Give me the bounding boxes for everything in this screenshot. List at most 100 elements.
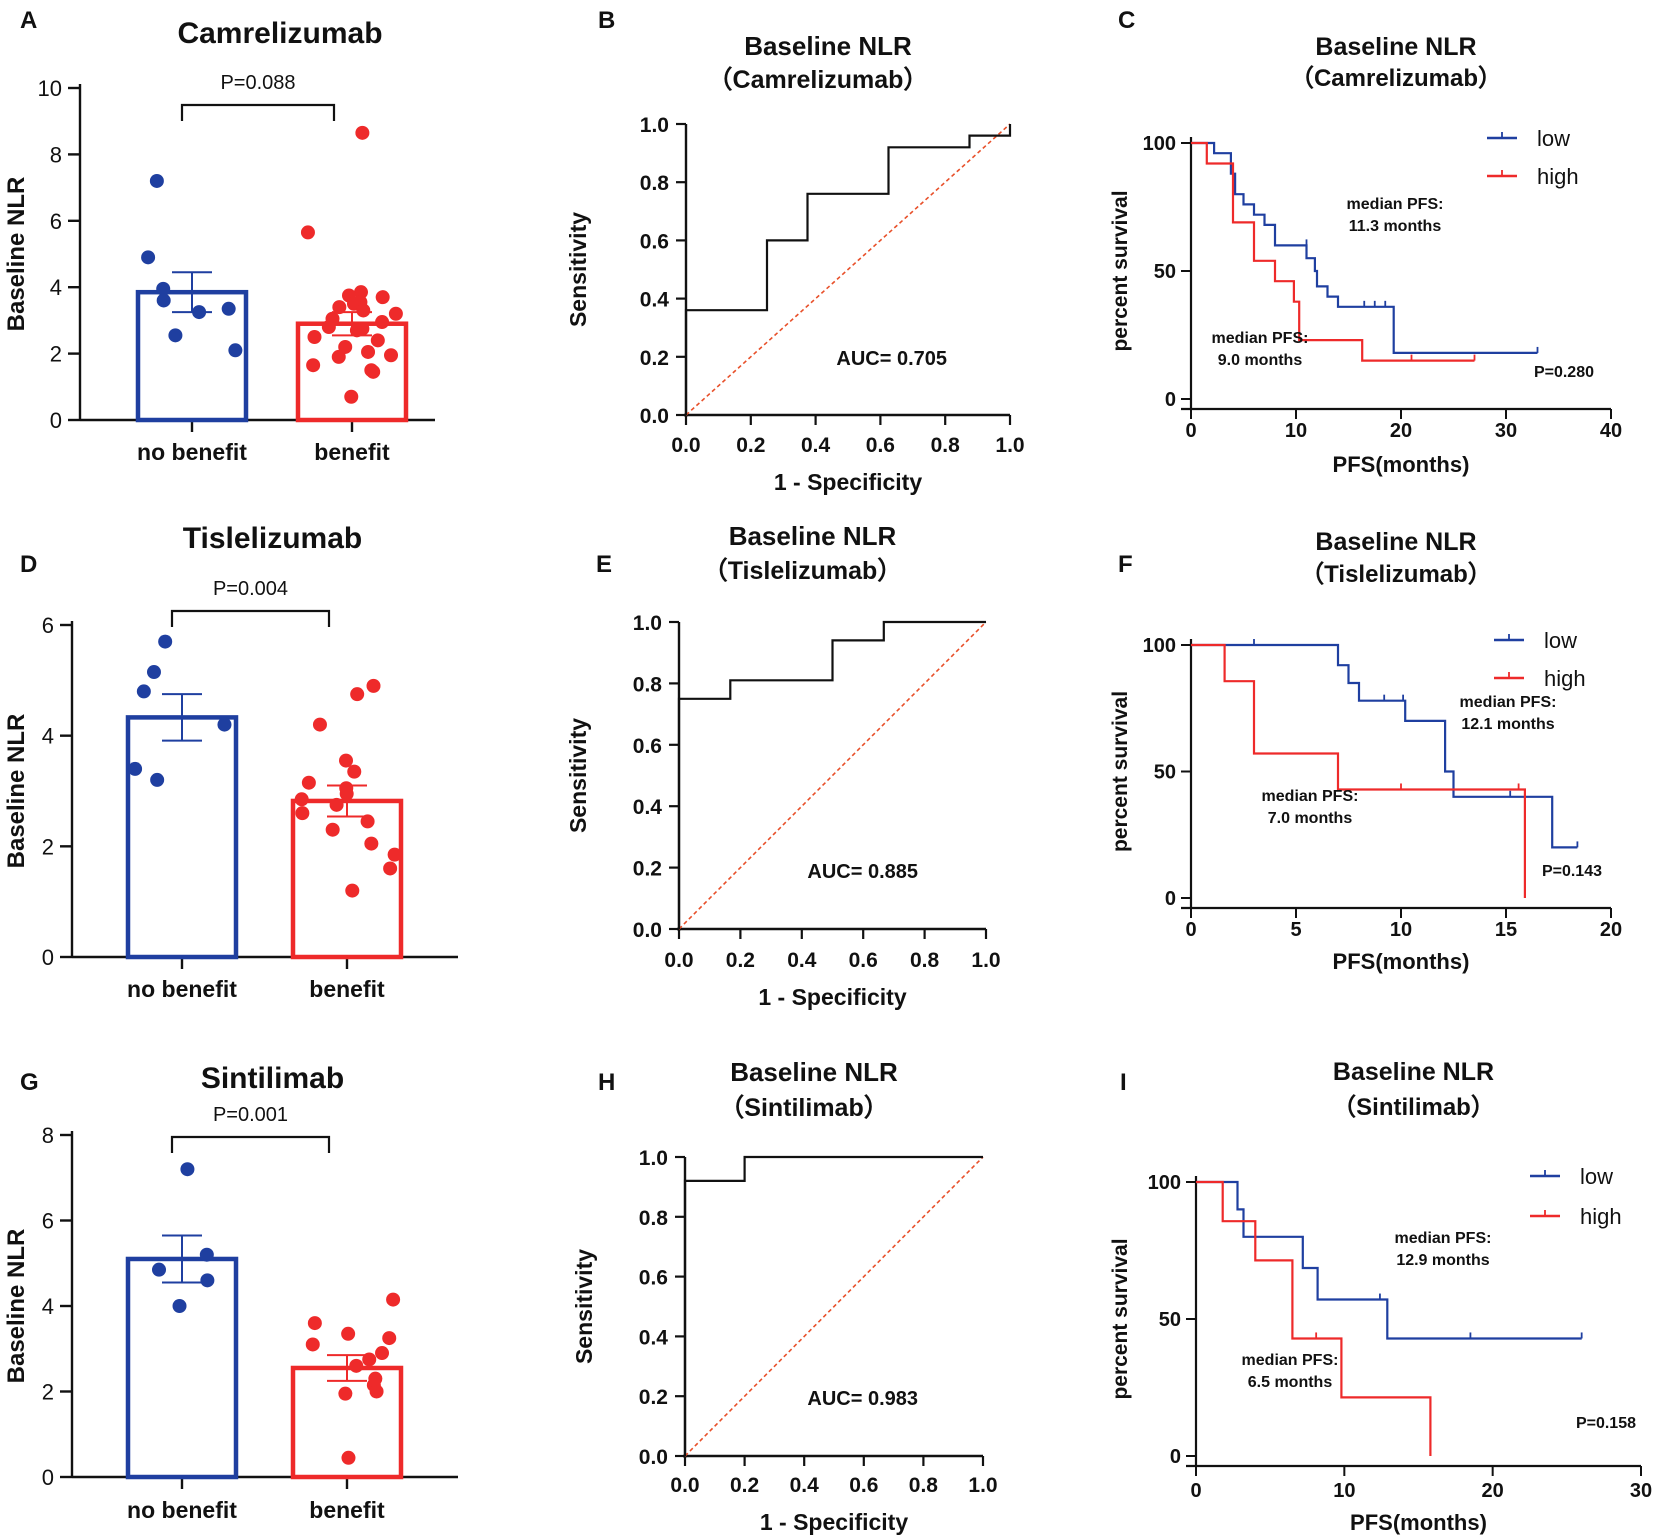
p-value: P=0.280 bbox=[1534, 364, 1594, 381]
y-tick-label: 0.4 bbox=[639, 1326, 669, 1349]
data-point bbox=[200, 1273, 215, 1288]
x-tick-label: 0.0 bbox=[671, 434, 700, 457]
survival-curve-high bbox=[1196, 1180, 1432, 1456]
y-axis-label: Sensitivity bbox=[571, 1249, 597, 1364]
data-point bbox=[295, 806, 310, 821]
y-tick-label: 100 bbox=[1143, 635, 1176, 657]
data-point bbox=[331, 349, 346, 364]
data-point bbox=[382, 1331, 397, 1346]
x-tick-label: 0.6 bbox=[849, 1474, 878, 1497]
reference-line bbox=[678, 621, 987, 930]
chart-title: Baseline NLR bbox=[730, 1057, 898, 1087]
bar bbox=[125, 1256, 239, 1480]
p-value: P=0.158 bbox=[1576, 1415, 1636, 1432]
panel-label: A bbox=[20, 7, 37, 34]
x-axis-label: 1 - Specificity bbox=[758, 984, 906, 1010]
data-point bbox=[345, 883, 360, 898]
data-point bbox=[199, 1247, 214, 1262]
median-high-label: median PFS: bbox=[1242, 1352, 1339, 1369]
y-tick-label: 0 bbox=[42, 1465, 54, 1490]
bar bbox=[290, 798, 404, 960]
data-point bbox=[360, 814, 375, 829]
data-point bbox=[307, 1316, 322, 1331]
p-value: P=0.001 bbox=[213, 1104, 288, 1126]
data-point bbox=[321, 320, 336, 335]
y-tick-label: 0 bbox=[50, 408, 62, 433]
panel-a: A Camrelizumab Baseline NLR 0 2 4 6 8 10 no benef… bbox=[3, 7, 435, 465]
x-tick-label: 0.2 bbox=[730, 1474, 759, 1497]
data-point bbox=[361, 344, 376, 359]
y-tick-label: 8 bbox=[42, 1123, 54, 1148]
y-tick-label: 0.0 bbox=[633, 919, 662, 942]
data-point bbox=[388, 306, 403, 321]
chart-title: Baseline NLR bbox=[744, 31, 912, 61]
y-tick-label: 6 bbox=[50, 209, 62, 234]
panel-b: B Baseline NLR （Camrelizumab） Sensitivity 1 … bbox=[565, 7, 1025, 495]
x-tick-label: 10 bbox=[1333, 1480, 1355, 1502]
y-tick-label: 0.4 bbox=[633, 796, 663, 819]
x-tick-label: 10 bbox=[1285, 420, 1307, 442]
y-tick-label: 50 bbox=[1159, 1309, 1181, 1331]
data-point bbox=[156, 293, 171, 308]
median-high-label: median PFS: bbox=[1212, 330, 1309, 347]
data-point bbox=[306, 358, 321, 373]
x-axis-label: 1 - Specificity bbox=[760, 1509, 908, 1535]
x-tick-label: 0.6 bbox=[866, 434, 895, 457]
y-tick-label: 0.0 bbox=[640, 405, 669, 428]
data-point bbox=[384, 348, 399, 363]
panel-c: C Baseline NLR （Camrelizumab） percent survi… bbox=[1109, 7, 1622, 477]
data-point bbox=[180, 1162, 195, 1177]
data-point bbox=[312, 717, 327, 732]
data-point bbox=[158, 634, 173, 649]
x-tick-label: 1.0 bbox=[968, 1474, 997, 1497]
panel-label: H bbox=[598, 1069, 615, 1096]
survival-curve-high bbox=[1191, 643, 1526, 898]
data-point bbox=[221, 301, 236, 316]
y-tick-label: 0.8 bbox=[639, 1207, 669, 1230]
x-tick-label: 0 bbox=[1185, 919, 1196, 941]
chart-title: Baseline NLR bbox=[1315, 528, 1476, 556]
chart-subtitle: （Sintilimab） bbox=[719, 1093, 888, 1122]
auc-label: AUC= 0.705 bbox=[836, 348, 947, 370]
x-tick-label: 0.8 bbox=[931, 434, 961, 457]
data-point bbox=[366, 364, 381, 379]
median-low-label: median PFS: bbox=[1460, 694, 1557, 711]
panel-f: F Baseline NLR （Tislelizumab） percent survi… bbox=[1109, 528, 1622, 974]
y-tick-label: 0.0 bbox=[639, 1446, 668, 1469]
data-point bbox=[332, 300, 347, 315]
data-point bbox=[301, 775, 316, 790]
category-label: no benefit bbox=[127, 1497, 237, 1523]
y-tick-label: 1.0 bbox=[640, 114, 669, 137]
y-tick-label: 0.8 bbox=[633, 673, 663, 696]
chart-subtitle: （Camrelizumab） bbox=[708, 65, 929, 94]
y-tick-label: 0.2 bbox=[639, 1386, 668, 1409]
y-tick-label: 50 bbox=[1154, 261, 1176, 283]
y-axis-label: Baseline NLR bbox=[3, 714, 30, 869]
median-high-value: 7.0 months bbox=[1268, 810, 1353, 827]
x-tick-label: 1.0 bbox=[995, 434, 1024, 457]
y-tick-label: 100 bbox=[1143, 133, 1176, 155]
significance-bracket bbox=[180, 103, 336, 121]
x-tick-label: 40 bbox=[1600, 420, 1622, 442]
panel-i: I Baseline NLR （Sintilimab） percent surviva… bbox=[1109, 1058, 1652, 1535]
panel-e: E Baseline NLR （Tislelizumab） Sensitivity 1 … bbox=[565, 521, 1001, 1010]
chart-subtitle: （Sintilimab） bbox=[1332, 1094, 1495, 1121]
significance-bracket bbox=[170, 1135, 331, 1153]
x-tick-label: 0.4 bbox=[787, 949, 817, 972]
x-axis-label: PFS(months) bbox=[1333, 949, 1470, 974]
reference-line bbox=[684, 1156, 984, 1457]
auc-label: AUC= 0.983 bbox=[807, 1388, 918, 1410]
x-tick-label: 0.0 bbox=[664, 949, 693, 972]
data-point bbox=[386, 1292, 401, 1307]
data-point bbox=[362, 1352, 377, 1367]
y-tick-label: 6 bbox=[42, 613, 54, 638]
y-tick-label: 4 bbox=[42, 1294, 54, 1319]
data-point bbox=[350, 687, 365, 702]
data-point bbox=[344, 389, 359, 404]
category-label: benefit bbox=[314, 439, 390, 465]
chart-title: Sintilimab bbox=[201, 1062, 344, 1095]
data-point bbox=[146, 665, 161, 680]
y-axis-label: Sensitivity bbox=[565, 212, 591, 327]
chart-subtitle: （Camrelizumab） bbox=[1290, 65, 1502, 92]
